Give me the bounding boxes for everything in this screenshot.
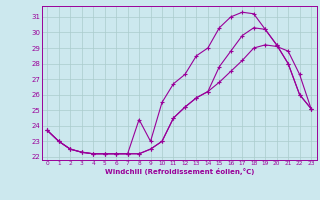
X-axis label: Windchill (Refroidissement éolien,°C): Windchill (Refroidissement éolien,°C) [105, 168, 254, 175]
